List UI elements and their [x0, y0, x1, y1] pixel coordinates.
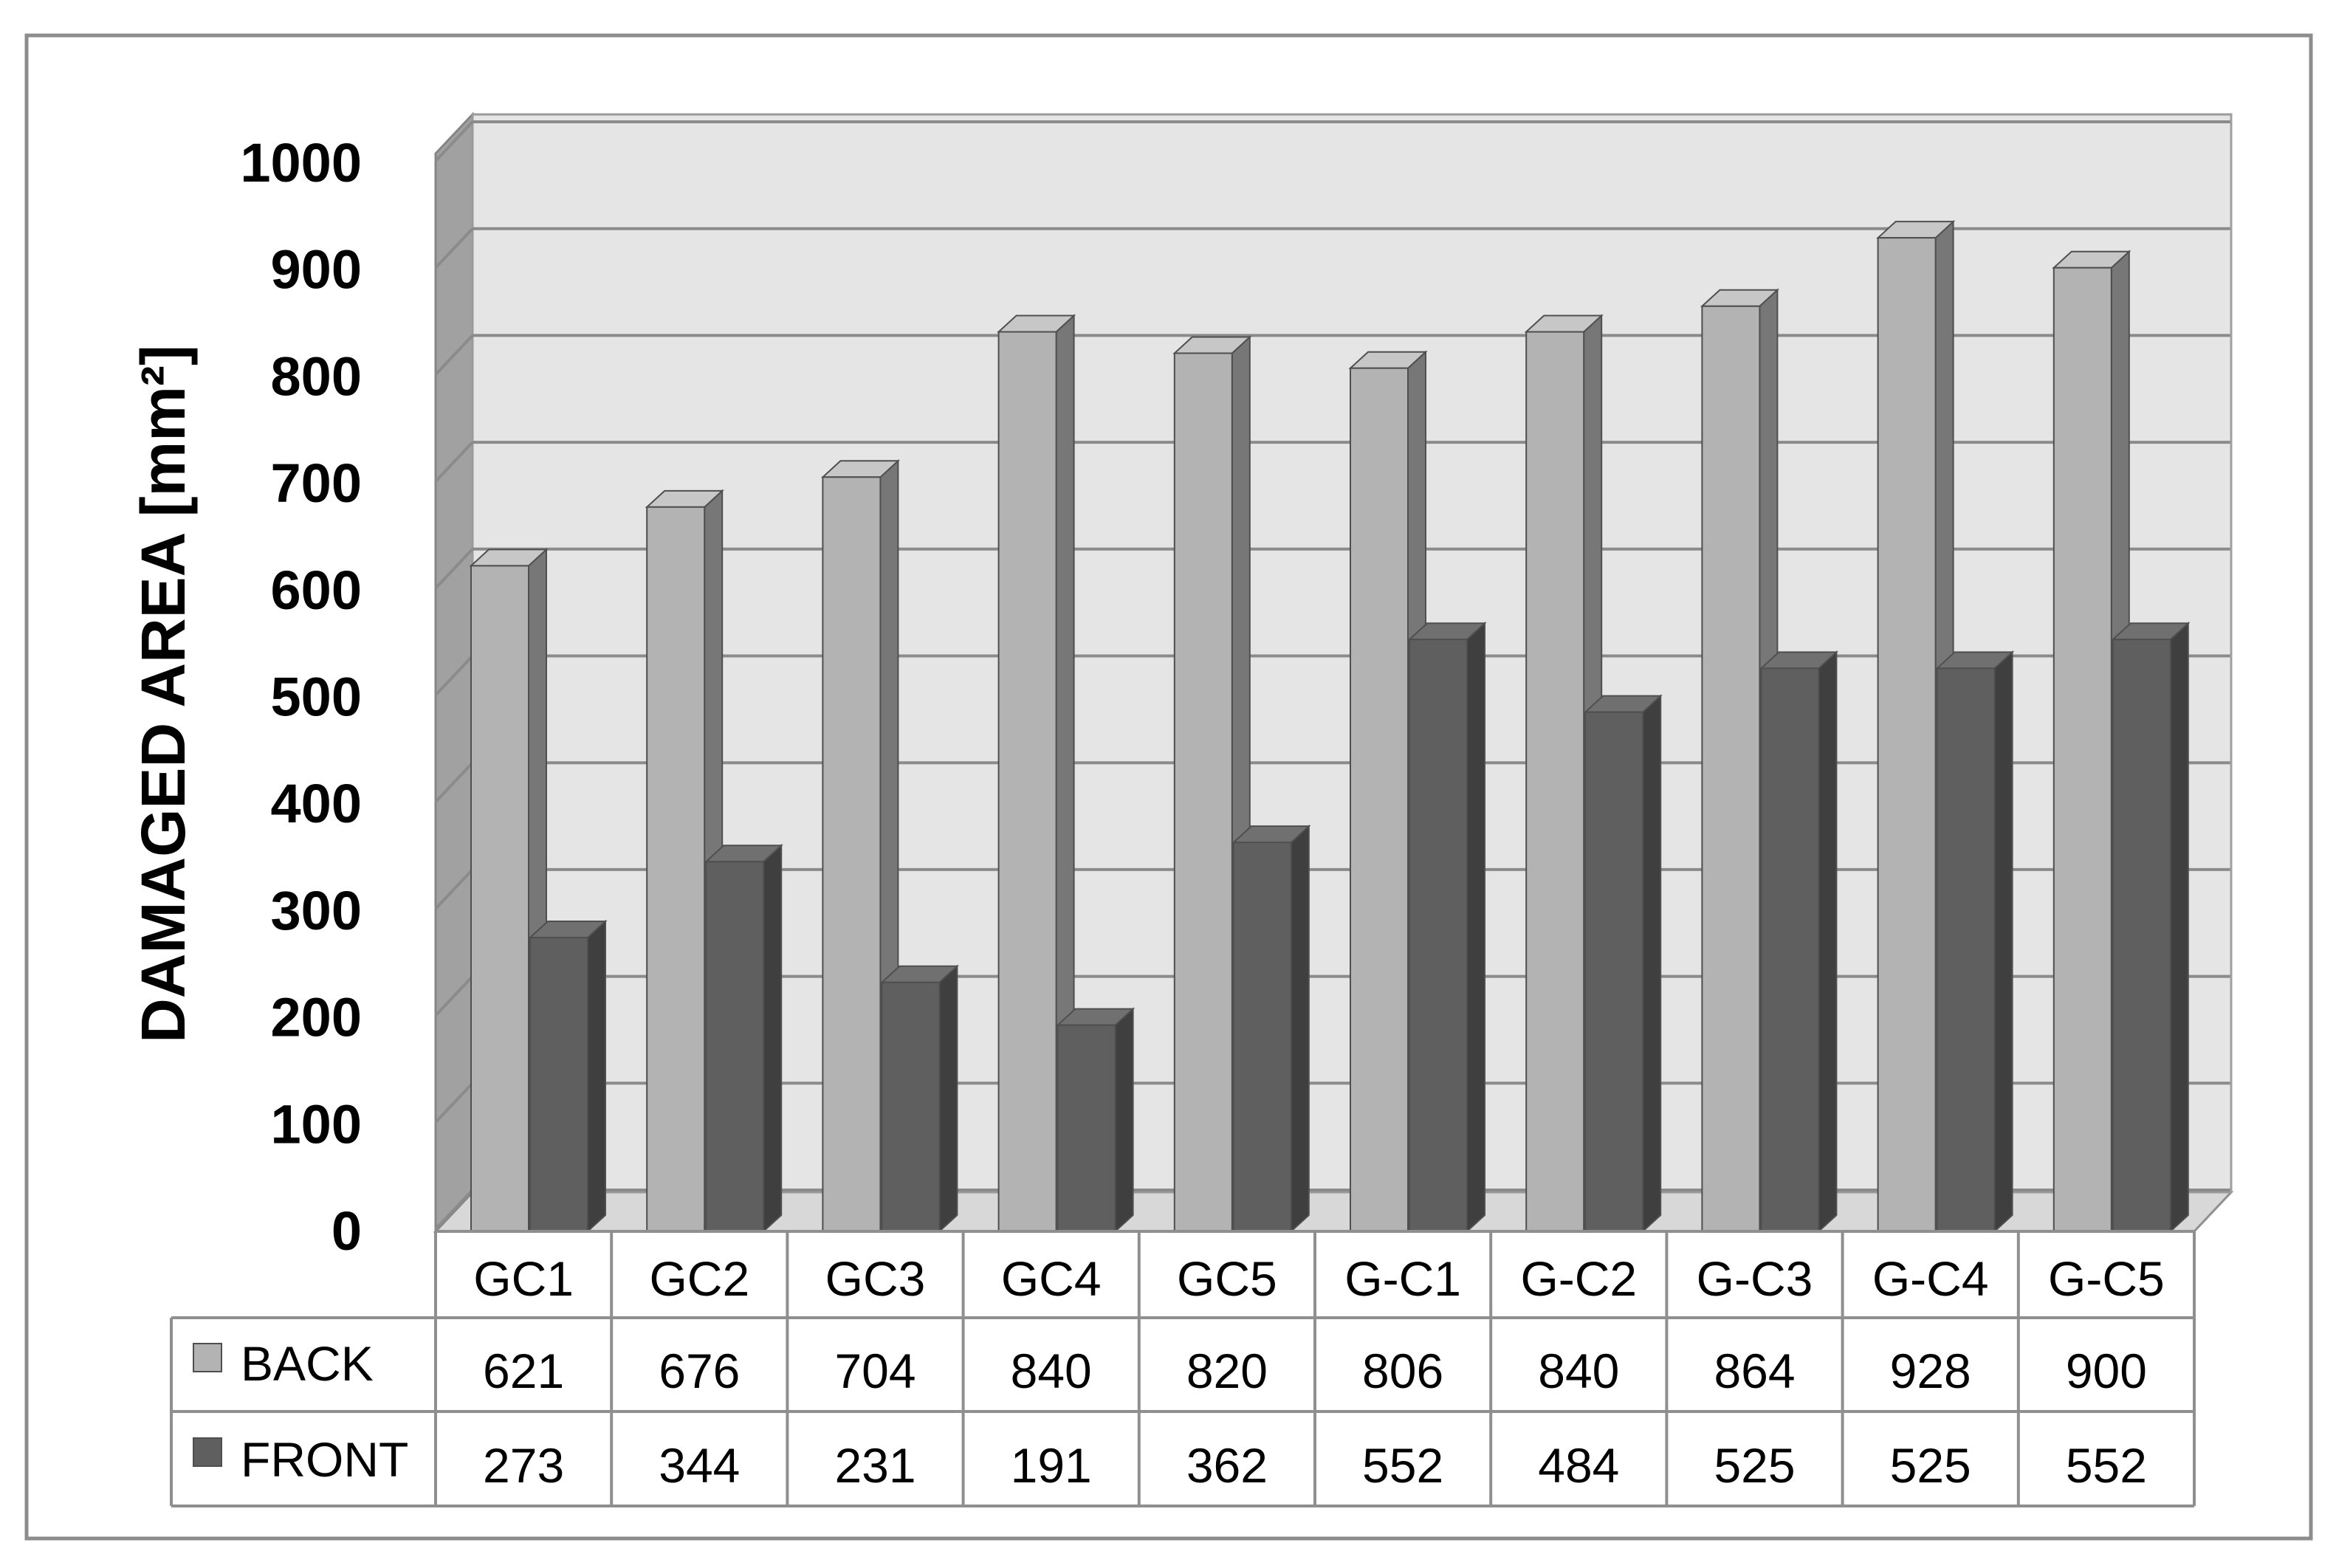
back-bar	[646, 506, 706, 1232]
category-label: GC5	[1177, 1251, 1277, 1306]
category-label: G-C5	[2048, 1251, 2165, 1306]
front-bar	[1760, 667, 1820, 1232]
front-bar	[1232, 842, 1292, 1233]
back-value-label: 864	[1714, 1344, 1795, 1398]
back-bar	[1525, 331, 1585, 1232]
left-wall-gridline	[434, 975, 474, 1017]
front-bar	[1409, 639, 1468, 1232]
category-label: GC3	[825, 1251, 926, 1306]
back-bar	[822, 476, 882, 1232]
y-tick-label: 900	[271, 239, 362, 300]
front-legend-label: FRONT	[241, 1432, 408, 1487]
front-value-label: 191	[1011, 1438, 1092, 1493]
left-wall-gridline	[434, 1082, 474, 1124]
back-legend-label: BACK	[241, 1336, 374, 1391]
front-bar-side	[1466, 621, 1485, 1234]
back-value-label: 704	[834, 1344, 915, 1398]
y-tick-label: 0	[331, 1200, 362, 1262]
front-value-label: 552	[1362, 1438, 1443, 1493]
y-tick-label: 1000	[240, 132, 362, 193]
back-value-label: 820	[1186, 1344, 1268, 1398]
category-label: GC1	[473, 1251, 574, 1306]
left-wall-gridline	[434, 548, 474, 590]
y-tick-label: 500	[271, 667, 362, 728]
bars-layer	[469, 219, 2191, 1234]
back-value-label: 928	[1890, 1344, 1971, 1398]
back-bar	[470, 565, 529, 1232]
y-tick-label: 300	[271, 880, 362, 941]
data-table: GC1 621 273 GC2 676 344 GC3 704 231 GC4 840 191 GC5 8…	[170, 1230, 2196, 1507]
category-label: G-C4	[1872, 1251, 1989, 1306]
front-bar-side	[763, 843, 783, 1234]
front-value-label: 362	[1186, 1438, 1268, 1493]
back-value-label: 806	[1362, 1344, 1443, 1398]
front-bar	[1936, 667, 1996, 1232]
y-tick-label: 400	[271, 773, 362, 834]
left-wall-gridline	[434, 227, 474, 269]
category-label: GC4	[1001, 1251, 1102, 1306]
front-bar	[2112, 639, 2171, 1232]
front-value-label: 344	[659, 1438, 740, 1493]
front-bar-side	[1114, 1007, 1134, 1234]
front-bar-side	[938, 964, 958, 1234]
back-value-label: 840	[1011, 1344, 1092, 1398]
front-value-label: 525	[1890, 1438, 1971, 1493]
back-bar	[1701, 305, 1761, 1232]
front-value-label: 484	[1538, 1438, 1619, 1493]
left-wall-gridline	[434, 334, 474, 376]
front-bar-side	[587, 919, 606, 1234]
front-bar-side	[1818, 650, 1838, 1234]
left-wall-gridline	[434, 761, 474, 803]
left-wall-gridline	[434, 655, 474, 696]
front-bar	[1584, 711, 1644, 1232]
y-tick-label: 200	[271, 987, 362, 1048]
back-bar	[1173, 352, 1233, 1233]
front-legend-swatch	[193, 1437, 222, 1467]
back-bar	[997, 331, 1057, 1232]
front-value-label: 552	[2066, 1438, 2147, 1493]
category-label: GC2	[649, 1251, 749, 1306]
left-wall-gridline	[434, 120, 474, 162]
front-bar	[1057, 1024, 1116, 1233]
left-wall-gridline	[434, 868, 474, 910]
front-value-label: 525	[1714, 1438, 1795, 1493]
front-bar	[881, 981, 941, 1233]
front-value-label: 273	[483, 1438, 564, 1493]
category-label: G-C3	[1697, 1251, 1813, 1306]
front-value-label: 231	[834, 1438, 915, 1493]
back-value-label: 840	[1538, 1344, 1619, 1398]
front-bar-side	[1642, 694, 1662, 1234]
front-bar	[705, 861, 765, 1233]
back-bar	[1877, 237, 1937, 1233]
back-value-label: 900	[2066, 1344, 2147, 1398]
y-tick-label: 800	[271, 345, 362, 407]
y-tick-label: 600	[271, 560, 362, 621]
plot-left-wall	[434, 111, 474, 1234]
category-label: G-C2	[1520, 1251, 1637, 1306]
left-wall-gridline	[434, 1189, 474, 1231]
back-value-label: 621	[483, 1344, 564, 1398]
back-bar	[1350, 367, 1409, 1232]
y-tick-label: 100	[271, 1093, 362, 1155]
left-wall-gridline	[434, 441, 474, 483]
category-label: G-C1	[1344, 1251, 1461, 1306]
front-bar-side	[1290, 824, 1310, 1234]
y-axis-labels: 0 100 200 300 400 500 600 700 800 900 1000	[240, 132, 362, 1262]
front-bar	[529, 936, 588, 1232]
back-value-label: 676	[659, 1344, 740, 1398]
y-tick-label: 700	[271, 453, 362, 514]
back-bar	[2052, 267, 2112, 1233]
back-legend-swatch	[193, 1343, 222, 1372]
front-bar-side	[1993, 650, 2013, 1234]
y-axis-title: DAMAGED AREA [mm²]	[128, 345, 198, 1043]
front-bar-side	[2169, 621, 2189, 1234]
